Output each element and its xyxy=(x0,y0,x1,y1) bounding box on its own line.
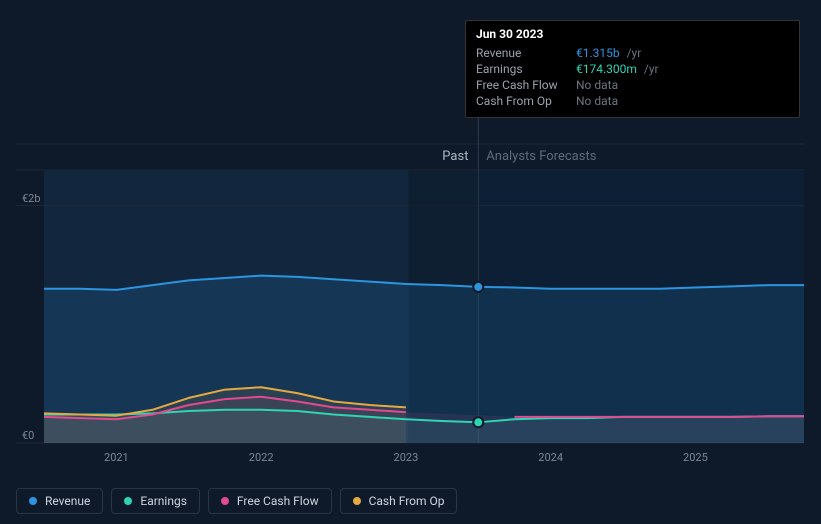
tooltip-row-label: Revenue xyxy=(476,45,576,61)
chart-container: €0 €2b 2021 2022 2023 2024 2025 Past Analyst… xyxy=(0,0,821,524)
legend-dot-icon xyxy=(29,497,37,505)
tooltip-row-value: €1.315b /yr xyxy=(576,45,789,61)
tooltip-date: Jun 30 2023 xyxy=(476,27,789,41)
legend-dot-icon xyxy=(124,497,132,505)
section-label-future: Analysts Forecasts xyxy=(486,149,596,164)
x-axis-label: 2022 xyxy=(249,451,274,464)
legend: Revenue Earnings Free Cash Flow Cash From O… xyxy=(16,488,457,514)
hover-tooltip: Jun 30 2023 Revenue€1.315b /yrEarnings€1… xyxy=(465,20,800,118)
tooltip-row-label: Earnings xyxy=(476,61,576,77)
y-axis-label: €0 xyxy=(22,429,34,442)
legend-item-revenue[interactable]: Revenue xyxy=(16,488,103,514)
tooltip-row: Free Cash FlowNo data xyxy=(476,77,789,93)
legend-item-cfo[interactable]: Cash From Op xyxy=(340,488,458,514)
x-axis-label: 2023 xyxy=(394,451,419,464)
legend-label: Revenue xyxy=(45,494,90,508)
legend-label: Free Cash Flow xyxy=(237,494,319,508)
tooltip-row-value: No data xyxy=(576,77,789,93)
tooltip-row: Earnings€174.300m /yr xyxy=(476,61,789,77)
legend-label: Earnings xyxy=(140,494,187,508)
x-axis-label: 2024 xyxy=(538,451,563,464)
legend-label: Cash From Op xyxy=(369,494,445,508)
legend-dot-icon xyxy=(353,497,361,505)
y-axis-label: €2b xyxy=(22,192,41,205)
tooltip-row: Revenue€1.315b /yr xyxy=(476,45,789,61)
x-axis-label: 2025 xyxy=(683,451,708,464)
tooltip-row-value: €174.300m /yr xyxy=(576,61,789,77)
x-axis-label: 2021 xyxy=(104,451,129,464)
tooltip-row-label: Cash From Op xyxy=(476,93,576,109)
tooltip-table: Revenue€1.315b /yrEarnings€174.300m /yrF… xyxy=(476,45,789,109)
tooltip-row-value: No data xyxy=(576,93,789,109)
legend-dot-icon xyxy=(221,497,229,505)
legend-item-earnings[interactable]: Earnings xyxy=(111,488,200,514)
tooltip-row-label: Free Cash Flow xyxy=(476,77,576,93)
section-label-past: Past xyxy=(442,149,468,164)
tooltip-row: Cash From OpNo data xyxy=(476,93,789,109)
legend-item-fcf[interactable]: Free Cash Flow xyxy=(208,488,332,514)
